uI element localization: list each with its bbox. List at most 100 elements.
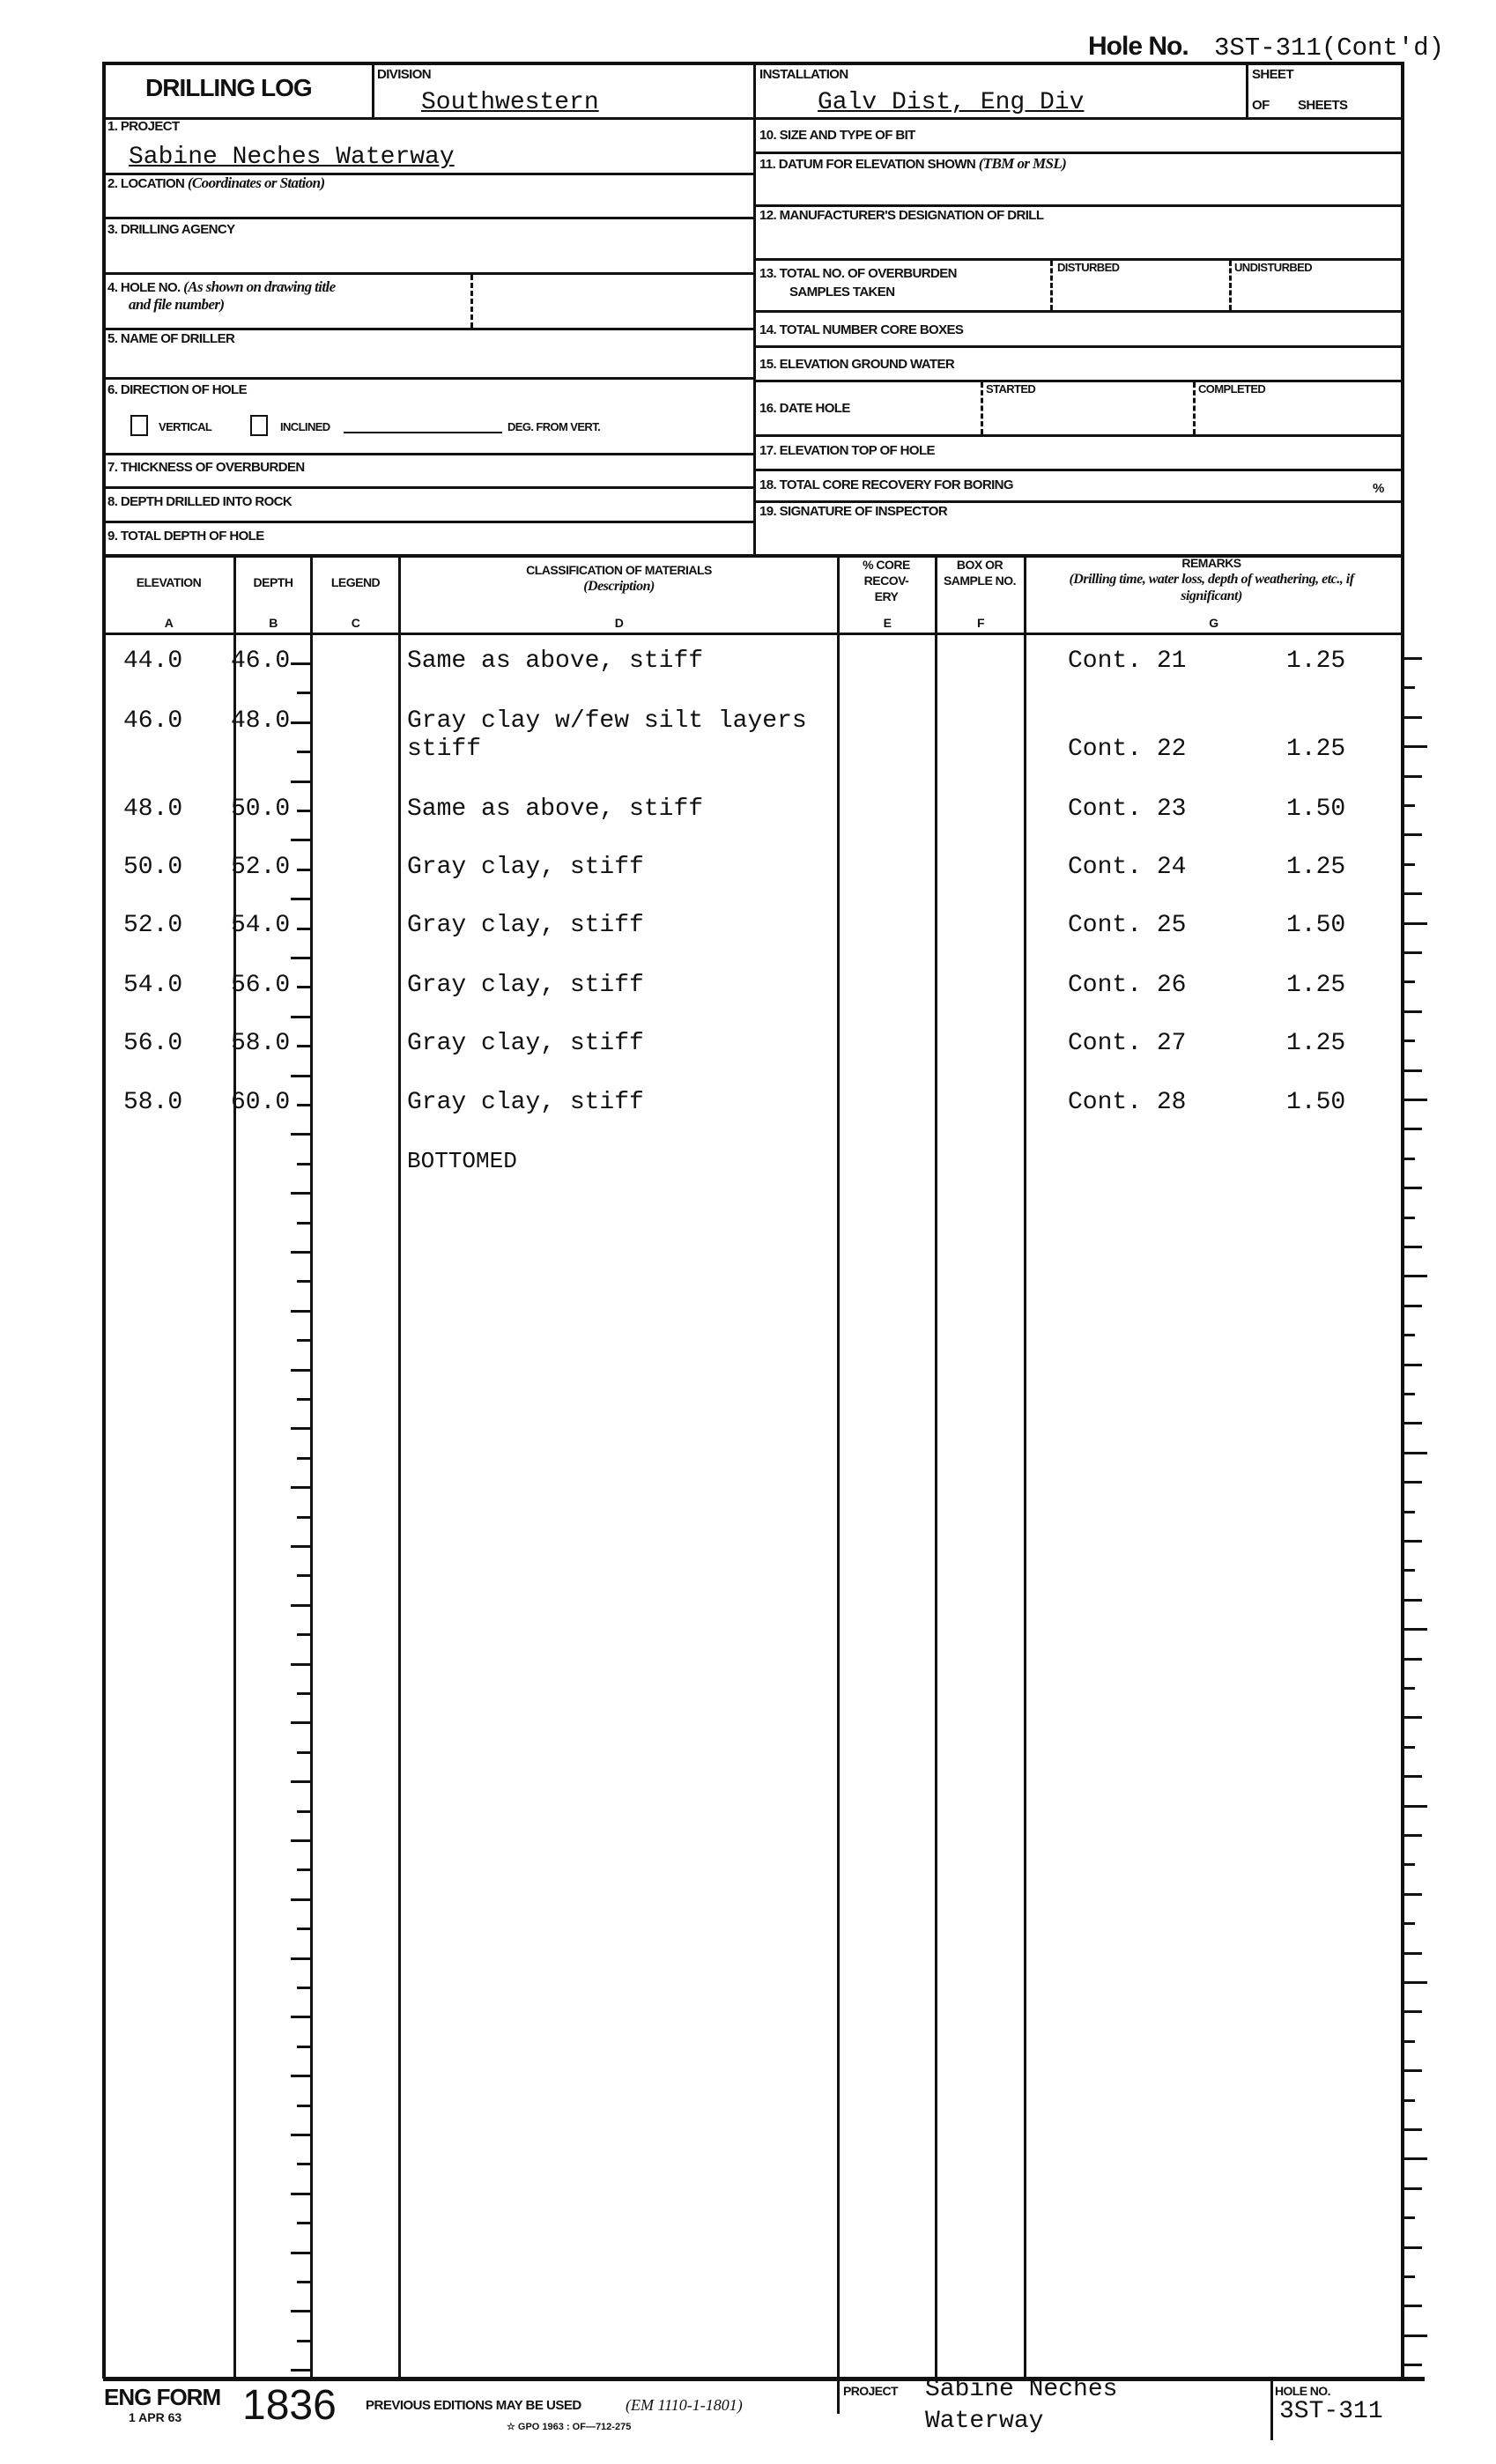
depth-tick xyxy=(291,1486,310,1490)
row-depth: 58.0 xyxy=(231,1030,291,1057)
inclined-degrees-field[interactable] xyxy=(344,432,502,433)
margin-tick xyxy=(1403,2305,1422,2308)
col-b-letter: b xyxy=(269,616,278,630)
bottomed-note: BOTTOMED xyxy=(407,1148,517,1174)
margin-tick xyxy=(1403,686,1415,690)
divider xyxy=(103,521,753,523)
depth-tick xyxy=(291,1898,310,1901)
rock-label: 8. DEPTH DRILLED INTO ROCK xyxy=(107,494,293,509)
dashed-divider xyxy=(1193,382,1196,434)
col-remarks-header: REMARKS (Drilling time, water loss, depth… xyxy=(1057,555,1366,604)
dashed-divider xyxy=(1050,261,1053,310)
row-remark: Cont. 22 xyxy=(1068,736,1187,763)
footer-project-1: Sabine Neches xyxy=(925,2376,1118,2403)
margin-tick xyxy=(1403,1687,1415,1690)
row-description: Gray clay, stiff xyxy=(407,912,644,939)
margin-tick xyxy=(1403,745,1427,749)
inclined-checkbox[interactable] xyxy=(250,415,268,436)
depth-tick xyxy=(297,1456,310,1460)
margin-tick xyxy=(1403,1540,1422,1543)
divider xyxy=(103,633,1402,635)
row-description: Gray clay, stiff xyxy=(407,972,644,999)
row-remark: Cont. 23 xyxy=(1068,795,1187,823)
depth-tick xyxy=(297,692,310,695)
divider xyxy=(753,62,756,555)
margin-tick xyxy=(1403,1157,1415,1160)
margin-tick xyxy=(1403,1951,1422,1955)
margin-tick xyxy=(1403,1716,1422,1720)
row-depth: 46.0 xyxy=(231,647,291,675)
depth-tick xyxy=(297,2045,310,2048)
hole-note-2-wrap: and file number) xyxy=(129,296,225,314)
vertical-checkbox[interactable] xyxy=(130,415,148,436)
row-remark-value: 1.25 xyxy=(1286,972,1346,999)
row-remark-value: 1.25 xyxy=(1286,736,1346,763)
margin-tick xyxy=(1403,1275,1427,1278)
row-remark-value: 1.50 xyxy=(1286,912,1346,939)
depth-tick xyxy=(291,1309,310,1313)
row-remark: Cont. 24 xyxy=(1068,854,1187,881)
col-elevation-header: ELEVATION xyxy=(136,575,202,589)
margin-tick xyxy=(1403,1099,1427,1101)
margin-tick xyxy=(1403,2128,1422,2131)
driller-label: 5. NAME OF DRILLER xyxy=(107,331,235,346)
frame-left xyxy=(102,62,106,2379)
margin-tick xyxy=(1403,833,1422,837)
depth-tick xyxy=(297,986,310,989)
row-depth: 50.0 xyxy=(231,795,291,823)
project-value: Sabine Neches Waterway xyxy=(129,144,455,171)
margin-tick xyxy=(1403,1010,1422,1013)
hole-note-1: (As shown on drawing title xyxy=(183,278,336,295)
previous-editions-note: PREVIOUS EDITIONS MAY BE USED xyxy=(366,2398,581,2413)
percent-sign: % xyxy=(1373,481,1384,496)
form-date: 1 APR 63 xyxy=(129,2410,182,2424)
depth-tick xyxy=(297,1809,310,1813)
margin-tick xyxy=(1403,2216,1415,2220)
divider xyxy=(103,117,1402,120)
margin-tick xyxy=(1403,1334,1415,1337)
depth-tick xyxy=(291,1545,310,1548)
samples-label-1: 13. TOTAL NO. OF OVERBURDEN xyxy=(759,266,957,281)
margin-tick xyxy=(1403,1481,1422,1484)
depth-tick xyxy=(297,1045,310,1048)
depth-tick xyxy=(297,1633,310,1637)
margin-tick xyxy=(1403,1804,1427,1808)
datum-note: (TBM or MSL) xyxy=(978,155,1067,172)
row-elevation: 44.0 xyxy=(123,647,183,675)
depth-tick xyxy=(297,1750,310,1754)
started-label: STARTED xyxy=(986,382,1036,396)
margin-tick xyxy=(1403,1510,1415,1513)
of-label: OF xyxy=(1252,98,1270,113)
depth-tick xyxy=(297,2104,310,2107)
divider xyxy=(753,310,1402,313)
divider xyxy=(753,345,1402,348)
column-divider xyxy=(935,555,937,2379)
location-label: 2. LOCATION xyxy=(107,176,185,191)
sheet-label: SHEET xyxy=(1252,67,1294,82)
thickness-label: 7. THICKNESS OF OVERBURDEN xyxy=(107,460,305,475)
depth-tick xyxy=(297,1221,310,1225)
margin-tick xyxy=(1403,2187,1422,2190)
depth-tick xyxy=(297,1868,310,1872)
col-classification-header: CLASSIFICATION OF MATERIALS (Description) xyxy=(401,562,837,595)
margin-tick xyxy=(1403,804,1415,807)
row-depth: 56.0 xyxy=(231,972,291,999)
footer-hole-label: HOLE NO. xyxy=(1275,2384,1330,2398)
completed-label: COMPLETED xyxy=(1198,382,1266,396)
margin-tick xyxy=(1403,657,1422,660)
margin-tick xyxy=(1403,2098,1415,2102)
frame-right xyxy=(1401,62,1404,2379)
hole-field: 4. HOLE NO. (As shown on drawing title xyxy=(107,278,336,296)
installation-value: Galv Dist, Eng Div xyxy=(818,89,1085,116)
divider xyxy=(372,62,374,118)
row-remark: Cont. 28 xyxy=(1068,1089,1187,1116)
column-divider xyxy=(233,555,236,2379)
row-description: Gray clay, stiff xyxy=(407,854,644,881)
hole-label: 4. HOLE NO. xyxy=(107,280,181,295)
row-description: Same as above, stiff xyxy=(407,795,704,823)
column-divider xyxy=(310,555,313,2379)
col-core-recovery-header: % CORE RECOV- ERY xyxy=(863,558,910,603)
inspector-label: 19. SIGNATURE OF INSPECTOR xyxy=(759,504,948,519)
margin-tick xyxy=(1403,1128,1422,1131)
margin-tick xyxy=(1403,2364,1422,2367)
